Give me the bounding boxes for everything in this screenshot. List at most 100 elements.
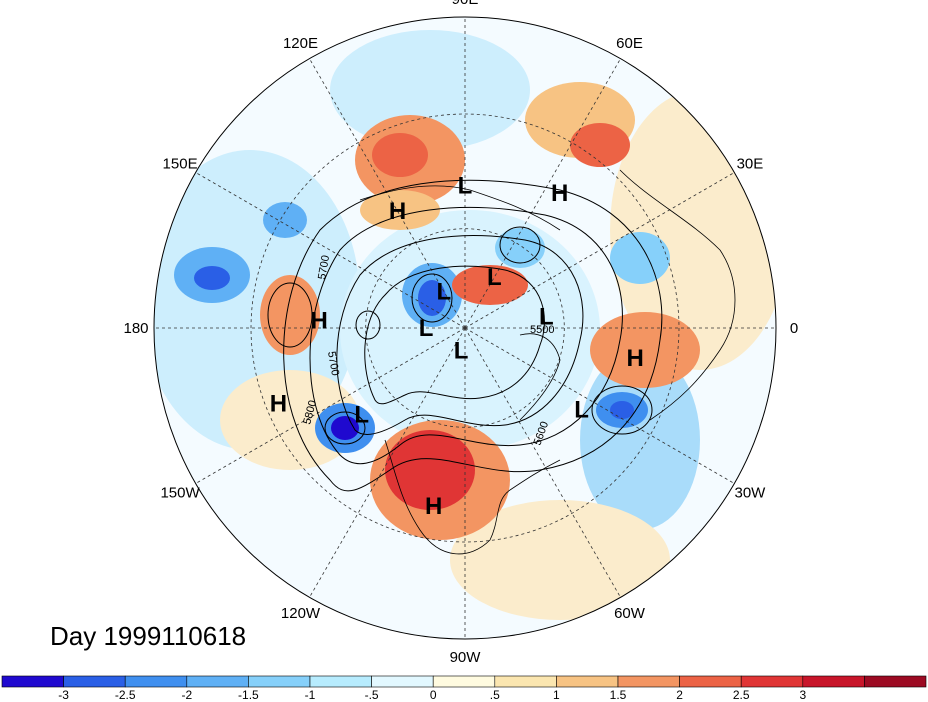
- low-center-9: L: [354, 402, 369, 429]
- colorbar-tick-11: 2.5: [733, 688, 750, 702]
- shade-yellow-south: [450, 500, 670, 620]
- meridian-300: [464, 327, 621, 598]
- lon-label-120w: 120W: [281, 605, 321, 622]
- colorbar-tick-5: -.5: [365, 688, 379, 702]
- low-center-3: L: [487, 264, 502, 291]
- shade-high-namerica-core: [385, 430, 475, 510]
- lon-label-30w: 30W: [735, 485, 767, 502]
- colorbar-swatch-6: [371, 675, 434, 688]
- coast-north-america: [384, 439, 561, 555]
- low-center-4: L: [539, 304, 554, 331]
- shade-low-kamchatka: [263, 202, 307, 238]
- lon-label-0: 0: [790, 320, 798, 337]
- meridian-60: [464, 58, 621, 329]
- colorbar: -3 -2.5 -2 -1.5 -1 -.5 0 .5 1 1.5 2 2.5 3: [1, 675, 927, 702]
- shade-blue-pole: [340, 210, 600, 450]
- contour-low-alaska: [324, 411, 366, 445]
- high-center-5: H: [627, 345, 644, 372]
- lon-label-90e: 90E: [452, 0, 479, 8]
- meridian-30: [464, 172, 735, 329]
- colorbar-swatch-9: [556, 675, 619, 688]
- colorbar-swatch-13: [802, 675, 865, 688]
- colorbar-swatch-7: [432, 675, 496, 688]
- day-title: Day 1999110618: [50, 621, 246, 651]
- colorbar-tick-0: -3: [58, 688, 69, 702]
- colorbar-swatch-2: [124, 675, 188, 688]
- lon-label-180: 180: [123, 320, 148, 337]
- contour-5700: [309, 206, 623, 465]
- contour-5500: [364, 265, 545, 405]
- shade-high-dateline: [260, 275, 320, 355]
- lat-circle-30: [250, 113, 680, 543]
- high-center-2: H: [551, 180, 568, 207]
- low-center-11: L: [437, 278, 452, 305]
- shade-high-europe: [590, 312, 700, 388]
- colorbar-tick-1: -2.5: [115, 688, 136, 702]
- colorbar-swatch-0: [1, 675, 64, 688]
- colorbar-swatch-8: [494, 675, 557, 688]
- colorbar-tick-4: -1: [305, 688, 316, 702]
- colorbar-swatch-14: [864, 675, 927, 688]
- meridian-150: [195, 172, 466, 329]
- lat-lon-grid: [154, 17, 776, 639]
- colorbar-tick-6: 0: [430, 688, 437, 702]
- lon-label-30e: 30E: [737, 156, 764, 173]
- lat-circle-60: [365, 228, 565, 428]
- contour-low-barents: [499, 226, 541, 264]
- contour-5800: [283, 179, 663, 492]
- contour-high-dateline: [267, 282, 313, 348]
- lon-label-150w: 150W: [160, 485, 200, 502]
- shade-low-pacific-core: [194, 266, 230, 290]
- meridian-210: [195, 327, 466, 484]
- lon-label-120e: 120E: [283, 35, 318, 52]
- low-center-12: L: [419, 315, 434, 342]
- contour-label-1: 5700: [316, 254, 332, 280]
- colorbar-swatch-5: [309, 675, 372, 688]
- contour-label-2: 5700: [325, 350, 341, 376]
- lon-label-60w: 60W: [614, 605, 646, 622]
- low-center-6: L: [574, 397, 589, 424]
- coast-greenland: [519, 333, 561, 421]
- shade-low-scandinavia: [610, 232, 670, 284]
- colorbar-tick-10: 2: [676, 688, 683, 702]
- contour-low-atlantic: [591, 385, 653, 435]
- shade-high-siberia-core: [372, 133, 428, 177]
- colorbar-tick-3: -1.5: [238, 688, 259, 702]
- colorbar-swatch-4: [248, 675, 311, 688]
- high-center-8: H: [270, 390, 287, 417]
- high-center-10: H: [311, 307, 328, 334]
- colorbar-swatch-3: [186, 675, 249, 688]
- colorbar-tick-8: 1: [553, 688, 560, 702]
- high-center-1: H: [389, 198, 406, 225]
- lon-label-150e: 150E: [163, 156, 198, 173]
- shade-blue-siberia: [330, 30, 530, 150]
- shade-high-okhotsk: [360, 190, 440, 230]
- colorbar-swatch-10: [617, 675, 680, 688]
- colorbar-swatch-11: [679, 675, 742, 688]
- contour-label-5: 5500: [530, 324, 554, 336]
- meridian-120: [309, 58, 466, 329]
- lon-label-60e: 60E: [616, 35, 643, 52]
- colorbar-tick-12: 3: [799, 688, 806, 702]
- meridian-330: [464, 327, 735, 484]
- shade-low-arctic-core: [418, 280, 446, 316]
- shade-low-barents: [495, 228, 545, 268]
- shade-high-asia-core: [570, 123, 630, 167]
- shade-low-alaska-core: [331, 416, 359, 440]
- colorbar-tick-7: .5: [490, 688, 500, 702]
- coast-eurasia: [619, 169, 736, 421]
- map-boundary: [153, 16, 777, 640]
- contour-5600: [336, 235, 584, 435]
- contour-low-chukchi: [355, 310, 381, 340]
- colorbar-tick-2: -2: [181, 688, 192, 702]
- colorbar-tick-9: 1.5: [610, 688, 627, 702]
- colorbar-swatch-1: [63, 675, 126, 688]
- lon-label-90w: 90W: [450, 649, 482, 666]
- height-contours: [267, 179, 663, 492]
- longitude-labels: 90E 60E 30E 0 30W 60W 90W 120W 150W 180 150E 120E: [123, 0, 798, 666]
- contour-low-arctic: [411, 273, 453, 323]
- coast-siberia: [359, 185, 561, 231]
- low-center-0: L: [458, 173, 473, 200]
